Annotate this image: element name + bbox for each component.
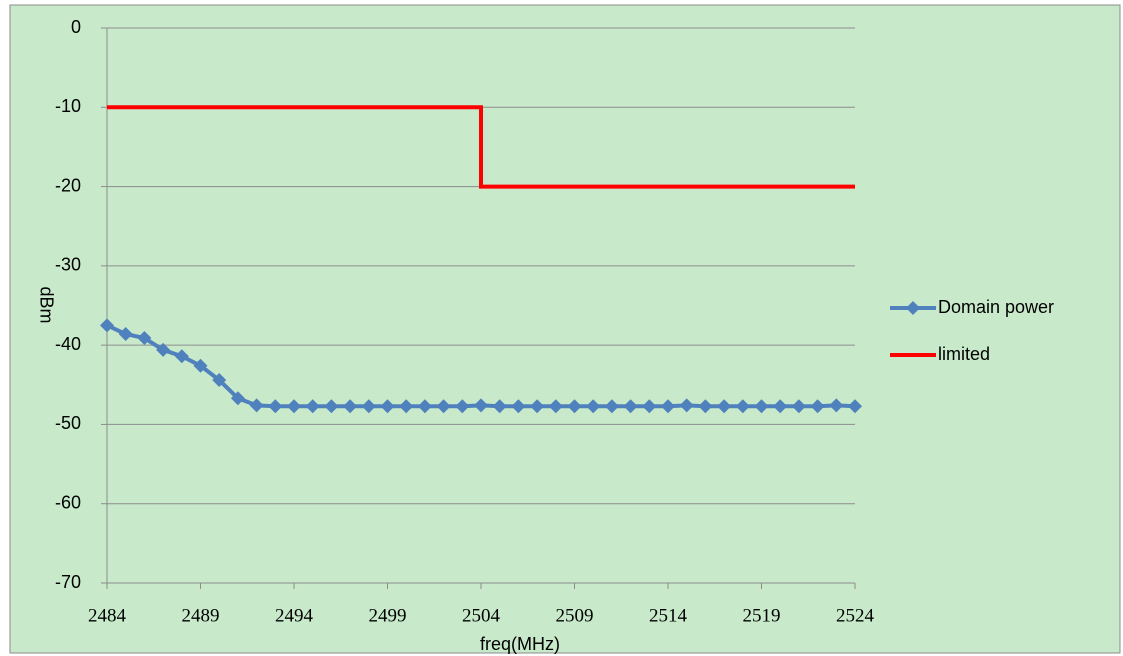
marker (474, 398, 488, 413)
marker (436, 399, 451, 414)
y-axis-label: dBm (36, 286, 56, 323)
marker (156, 342, 171, 357)
legend-marker (906, 301, 920, 315)
marker (586, 399, 601, 414)
marker (399, 399, 414, 414)
marker (492, 399, 507, 414)
marker (754, 399, 769, 414)
x-tick-label: 2494 (275, 605, 314, 626)
marker (698, 399, 713, 414)
y-tick-label: 0 (71, 17, 81, 37)
x-tick-label: 2484 (88, 605, 127, 626)
x-tick-label: 2489 (182, 605, 220, 626)
marker (137, 331, 152, 346)
y-tick-label: -40 (55, 334, 81, 354)
marker (118, 327, 133, 342)
marker (455, 399, 470, 414)
marker (249, 398, 264, 413)
marker (305, 399, 320, 414)
marker (623, 399, 638, 414)
marker (324, 399, 339, 414)
marker (604, 399, 619, 414)
y-tick-label: -50 (55, 413, 81, 433)
marker (735, 399, 750, 414)
x-tick-label: 2514 (649, 605, 688, 626)
marker (530, 399, 545, 414)
marker (268, 399, 283, 414)
marker (212, 373, 227, 388)
marker (791, 399, 806, 414)
marker (343, 399, 358, 414)
y-tick-label: -70 (55, 572, 81, 592)
x-tick-label: 2524 (836, 605, 875, 626)
marker (361, 399, 376, 414)
x-tick-label: 2519 (743, 605, 781, 626)
legend-label: limited (938, 344, 990, 364)
x-tick-label: 2509 (556, 605, 594, 626)
y-tick-label: -10 (55, 96, 81, 116)
x-tick-label: 2499 (369, 605, 407, 626)
marker (661, 399, 675, 414)
marker (230, 391, 245, 406)
marker (287, 399, 301, 414)
series-line (107, 105, 855, 189)
marker (848, 399, 862, 414)
marker (548, 399, 563, 414)
marker (193, 358, 208, 373)
marker (417, 399, 432, 414)
x-axis-label: freq(MHz) (480, 634, 560, 654)
y-tick-label: -20 (55, 175, 81, 195)
y-tick-label: -30 (55, 255, 81, 275)
marker (511, 399, 526, 414)
marker (679, 398, 694, 413)
y-tick-label: -60 (55, 492, 81, 512)
marker (642, 399, 657, 414)
chart-background (9, 4, 1121, 654)
marker (829, 398, 844, 413)
marker (810, 399, 825, 414)
legend-label: Domain power (938, 297, 1054, 317)
marker (773, 399, 788, 414)
marker (717, 399, 732, 414)
marker (380, 399, 395, 414)
marker (100, 318, 114, 333)
marker (174, 349, 189, 364)
marker (567, 399, 582, 414)
x-tick-label: 2504 (462, 605, 501, 626)
